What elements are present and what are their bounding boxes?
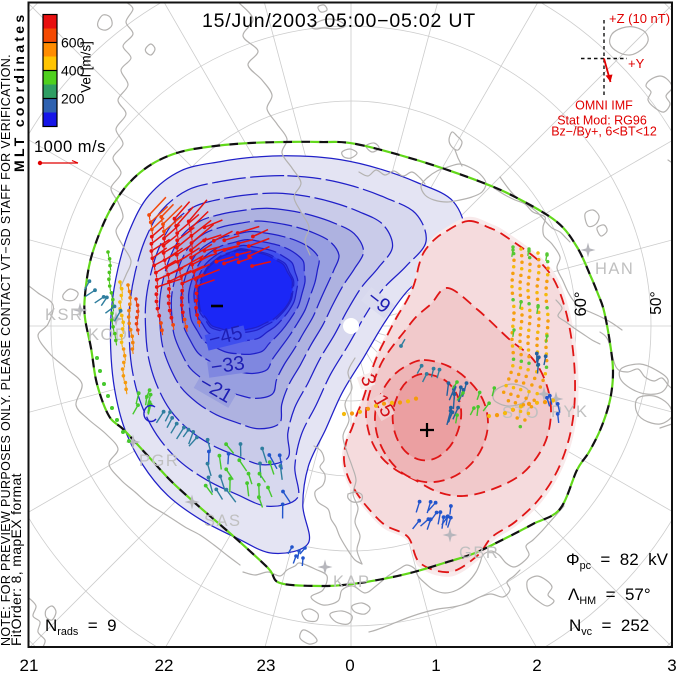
svg-text:PGR: PGR (139, 452, 179, 470)
svg-text:Nvc = 252: Nvc = 252 (569, 616, 649, 638)
svg-text:+Z (10 nT): +Z (10 nT) (609, 11, 670, 26)
svg-text:Φpc = 82 kV: Φpc = 82 kV (566, 550, 669, 572)
svg-text:3: 3 (667, 656, 676, 674)
svg-text:400: 400 (61, 63, 85, 79)
svg-text:−33: −33 (209, 352, 246, 379)
svg-text:MLT coordinates: MLT coordinates (11, 12, 27, 172)
svg-text:+Y: +Y (628, 56, 645, 71)
svg-text:Bz−/By+, 6<BT<12: Bz−/By+, 6<BT<12 (551, 125, 657, 139)
svg-text:FitOrder: 8, mapEX format: FitOrder: 8, mapEX format (8, 473, 24, 646)
svg-text:600: 600 (61, 35, 85, 51)
svg-text:Stat Mod: RG96: Stat Mod: RG96 (557, 114, 647, 128)
svg-text:15/Jun/2003 05:00−05:02 UT: 15/Jun/2003 05:00−05:02 UT (202, 10, 476, 32)
svg-text:22: 22 (155, 656, 174, 674)
svg-text:1000 m/s: 1000 m/s (34, 138, 106, 156)
svg-text:SAS: SAS (204, 512, 242, 530)
svg-text:0: 0 (345, 656, 354, 674)
svg-text:PYK: PYK (551, 403, 589, 421)
svg-text:KSR: KSR (45, 306, 83, 324)
svg-text:GBR: GBR (459, 544, 499, 562)
svg-text:HAN: HAN (595, 260, 634, 278)
svg-text:60°: 60° (572, 292, 590, 317)
svg-text:50°: 50° (648, 291, 665, 314)
svg-text:OMNI IMF: OMNI IMF (575, 99, 633, 113)
svg-text:KAP: KAP (333, 573, 371, 591)
svg-text:21: 21 (20, 656, 39, 674)
svg-text:23: 23 (257, 656, 276, 674)
svg-text:2: 2 (532, 656, 541, 674)
svg-text:Nrads = 9: Nrads = 9 (45, 616, 117, 638)
svg-text:NOTE: FOR PREVIEW PURPOSES ONL: NOTE: FOR PREVIEW PURPOSES ONLY. PLEASE … (0, 54, 13, 646)
svg-text:1: 1 (431, 656, 440, 674)
svg-text:Vel [m/s]: Vel [m/s] (79, 41, 94, 93)
svg-text:200: 200 (61, 91, 85, 107)
